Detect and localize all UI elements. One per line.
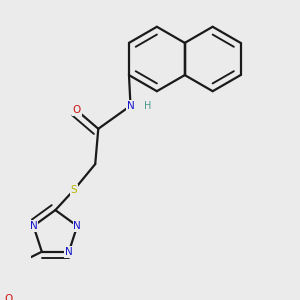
Text: N: N bbox=[30, 221, 37, 231]
Text: H: H bbox=[144, 101, 151, 111]
Text: O: O bbox=[4, 293, 13, 300]
Text: N: N bbox=[65, 247, 73, 257]
Text: O: O bbox=[73, 105, 81, 116]
Text: S: S bbox=[70, 185, 77, 195]
Text: N: N bbox=[127, 101, 134, 111]
Text: N: N bbox=[74, 221, 81, 231]
